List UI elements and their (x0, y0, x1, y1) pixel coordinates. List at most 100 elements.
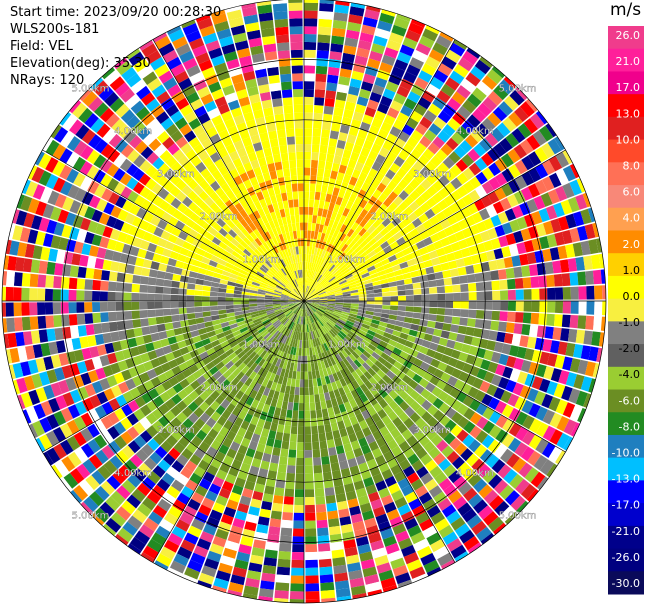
velocity-gate (253, 364, 262, 374)
velocity-gate (327, 74, 339, 84)
velocity-gate (335, 334, 343, 342)
velocity-gate (393, 17, 410, 30)
velocity-gate (105, 517, 122, 533)
velocity-gate (86, 256, 97, 268)
velocity-gate (304, 198, 309, 207)
velocity-gate (205, 361, 216, 371)
velocity-gate (384, 327, 394, 335)
velocity-gate (484, 301, 493, 310)
velocity-gate (304, 293, 307, 301)
velocity-gate (301, 355, 304, 364)
velocity-gate (2, 271, 8, 286)
velocity-gate (343, 442, 353, 453)
velocity-gate (174, 70, 189, 84)
velocity-gate (281, 293, 289, 297)
velocity-gate (389, 310, 398, 316)
velocity-gate (327, 304, 335, 308)
velocity-gate (262, 564, 277, 575)
velocity-gate (395, 251, 405, 259)
velocity-gate (316, 310, 324, 316)
velocity-gate (147, 77, 162, 92)
velocity-gate (355, 318, 364, 324)
velocity-gate (548, 446, 563, 463)
velocity-gate (240, 393, 249, 403)
velocity-gate (162, 308, 172, 316)
velocity-gate (462, 434, 475, 448)
velocity-gate (69, 389, 82, 404)
velocity-gate (292, 81, 303, 90)
velocity-gate (301, 316, 304, 325)
velocity-gate (273, 439, 282, 449)
velocity-gate (181, 173, 193, 185)
velocity-gate (533, 195, 546, 210)
velocity-gate (82, 459, 97, 474)
velocity-gate (416, 331, 426, 340)
velocity-gate (429, 465, 443, 479)
velocity-gate (282, 291, 290, 296)
velocity-gate (315, 239, 320, 248)
velocity-gate (142, 71, 158, 85)
velocity-gate (218, 352, 228, 361)
velocity-gate (421, 287, 430, 295)
velocity-gate (280, 268, 287, 276)
velocity-gate (448, 260, 458, 270)
velocity-gate (358, 171, 368, 182)
velocity-gate (299, 206, 304, 215)
velocity-gate (340, 181, 349, 191)
velocity-gate (380, 528, 394, 540)
velocity-gate (331, 470, 342, 480)
velocity-gate (146, 223, 157, 234)
velocity-gate (73, 416, 87, 431)
velocity-gate (377, 193, 388, 203)
velocity-gate (528, 403, 541, 418)
velocity-gate (225, 293, 234, 298)
velocity-gate (289, 282, 295, 289)
velocity-gate (162, 49, 178, 63)
velocity-gate (367, 329, 376, 337)
velocity-gate (199, 531, 214, 543)
velocity-gate (327, 407, 335, 417)
velocity-gate (490, 270, 500, 281)
velocity-gate (267, 533, 280, 544)
velocity-gate (187, 190, 198, 202)
velocity-gate (437, 63, 453, 77)
velocity-gate (501, 222, 513, 235)
velocity-gate (45, 174, 59, 190)
velocity-gate (417, 154, 430, 167)
velocity-gate (153, 32, 168, 43)
velocity-gate (255, 273, 264, 280)
velocity-gate (244, 278, 253, 284)
velocity-gate (212, 585, 227, 593)
velocity-gate (317, 319, 324, 327)
velocity-gate (265, 271, 274, 278)
velocity-gate (288, 2, 303, 11)
velocity-gate (382, 301, 391, 306)
velocity-gate (359, 353, 369, 362)
velocity-gate (338, 403, 347, 413)
velocity-gate (76, 361, 88, 374)
velocity-gate (294, 315, 299, 323)
velocity-gate (532, 130, 547, 146)
velocity-gate (585, 361, 596, 377)
velocity-gate (40, 342, 51, 357)
velocity-gate (307, 363, 312, 372)
velocity-gate (288, 312, 295, 320)
ring-label: 2.00km (370, 382, 408, 393)
velocity-gate (275, 479, 286, 489)
velocity-gate (108, 281, 117, 292)
velocity-gate (169, 560, 186, 574)
velocity-gate (242, 528, 255, 540)
velocity-gate (366, 297, 375, 301)
velocity-gate (293, 288, 299, 296)
velocity-gate (333, 155, 342, 165)
velocity-gate (342, 385, 351, 394)
velocity-gate (282, 258, 288, 266)
velocity-gate (371, 84, 385, 96)
velocity-gate (284, 328, 290, 336)
velocity-gate (311, 296, 320, 300)
velocity-gate (287, 345, 292, 355)
velocity-gate (272, 299, 281, 301)
velocity-gate (2, 286, 6, 301)
velocity-gate (325, 261, 332, 270)
velocity-gate (256, 298, 265, 301)
